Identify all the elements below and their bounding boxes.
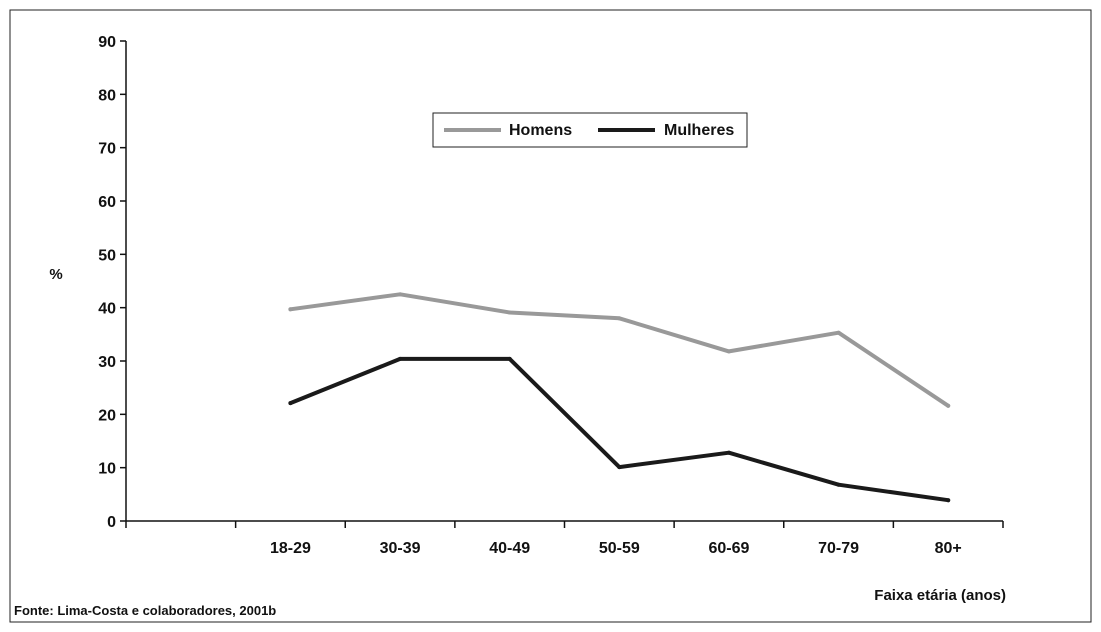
data-point-homens (288, 307, 293, 312)
data-point-mulheres (836, 482, 841, 487)
y-tick-label: 80 (98, 87, 116, 104)
x-tick-label: 18-29 (270, 540, 311, 557)
series-line-mulheres (288, 356, 951, 503)
x-tick-label: 70-79 (818, 540, 859, 557)
data-point-homens (398, 292, 403, 297)
legend-label-homens: Homens (509, 122, 572, 139)
y-tick-label: 50 (98, 247, 116, 264)
data-point-mulheres (398, 356, 403, 361)
y-tick-label: 30 (98, 354, 116, 371)
data-point-homens (946, 403, 951, 408)
x-tick-label: 40-49 (489, 540, 530, 557)
data-point-mulheres (946, 498, 951, 503)
x-tick-label: 60-69 (708, 540, 749, 557)
y-tick-label: 0 (107, 514, 116, 531)
x-tick-label: 80+ (935, 540, 962, 557)
data-point-homens (726, 349, 731, 354)
x-tick-label: 50-59 (599, 540, 640, 557)
y-tick-label: 90 (98, 34, 116, 51)
data-point-mulheres (288, 401, 293, 406)
y-tick-label: 70 (98, 141, 116, 158)
data-point-homens (507, 310, 512, 315)
y-tick-label: 60 (98, 194, 116, 211)
y-axis: 0 10 20 30 40 50 60 70 80 90 (98, 34, 127, 531)
x-axis: 18-29 30-39 40-49 50-59 60-69 70-79 80+ (125, 520, 1004, 557)
data-point-mulheres (726, 450, 731, 455)
series-layer (288, 292, 951, 503)
y-tick-label: 40 (98, 301, 116, 318)
x-tick-label: 30-39 (380, 540, 421, 557)
legend-label-mulheres: Mulheres (664, 122, 734, 139)
source-note: Fonte: Lima-Costa e colaboradores, 2001b (14, 603, 276, 618)
data-point-homens (836, 330, 841, 335)
y-tick-label: 10 (98, 461, 116, 478)
chart-frame (9, 9, 1092, 623)
y-tick-label: 20 (98, 407, 116, 424)
data-point-mulheres (507, 356, 512, 361)
data-point-mulheres (617, 465, 622, 470)
data-point-homens (617, 316, 622, 321)
x-axis-title: Faixa etária (anos) (874, 587, 1006, 604)
legend: Homens Mulheres (432, 112, 748, 148)
series-line-homens (288, 292, 951, 408)
y-axis-title: % (49, 266, 62, 283)
